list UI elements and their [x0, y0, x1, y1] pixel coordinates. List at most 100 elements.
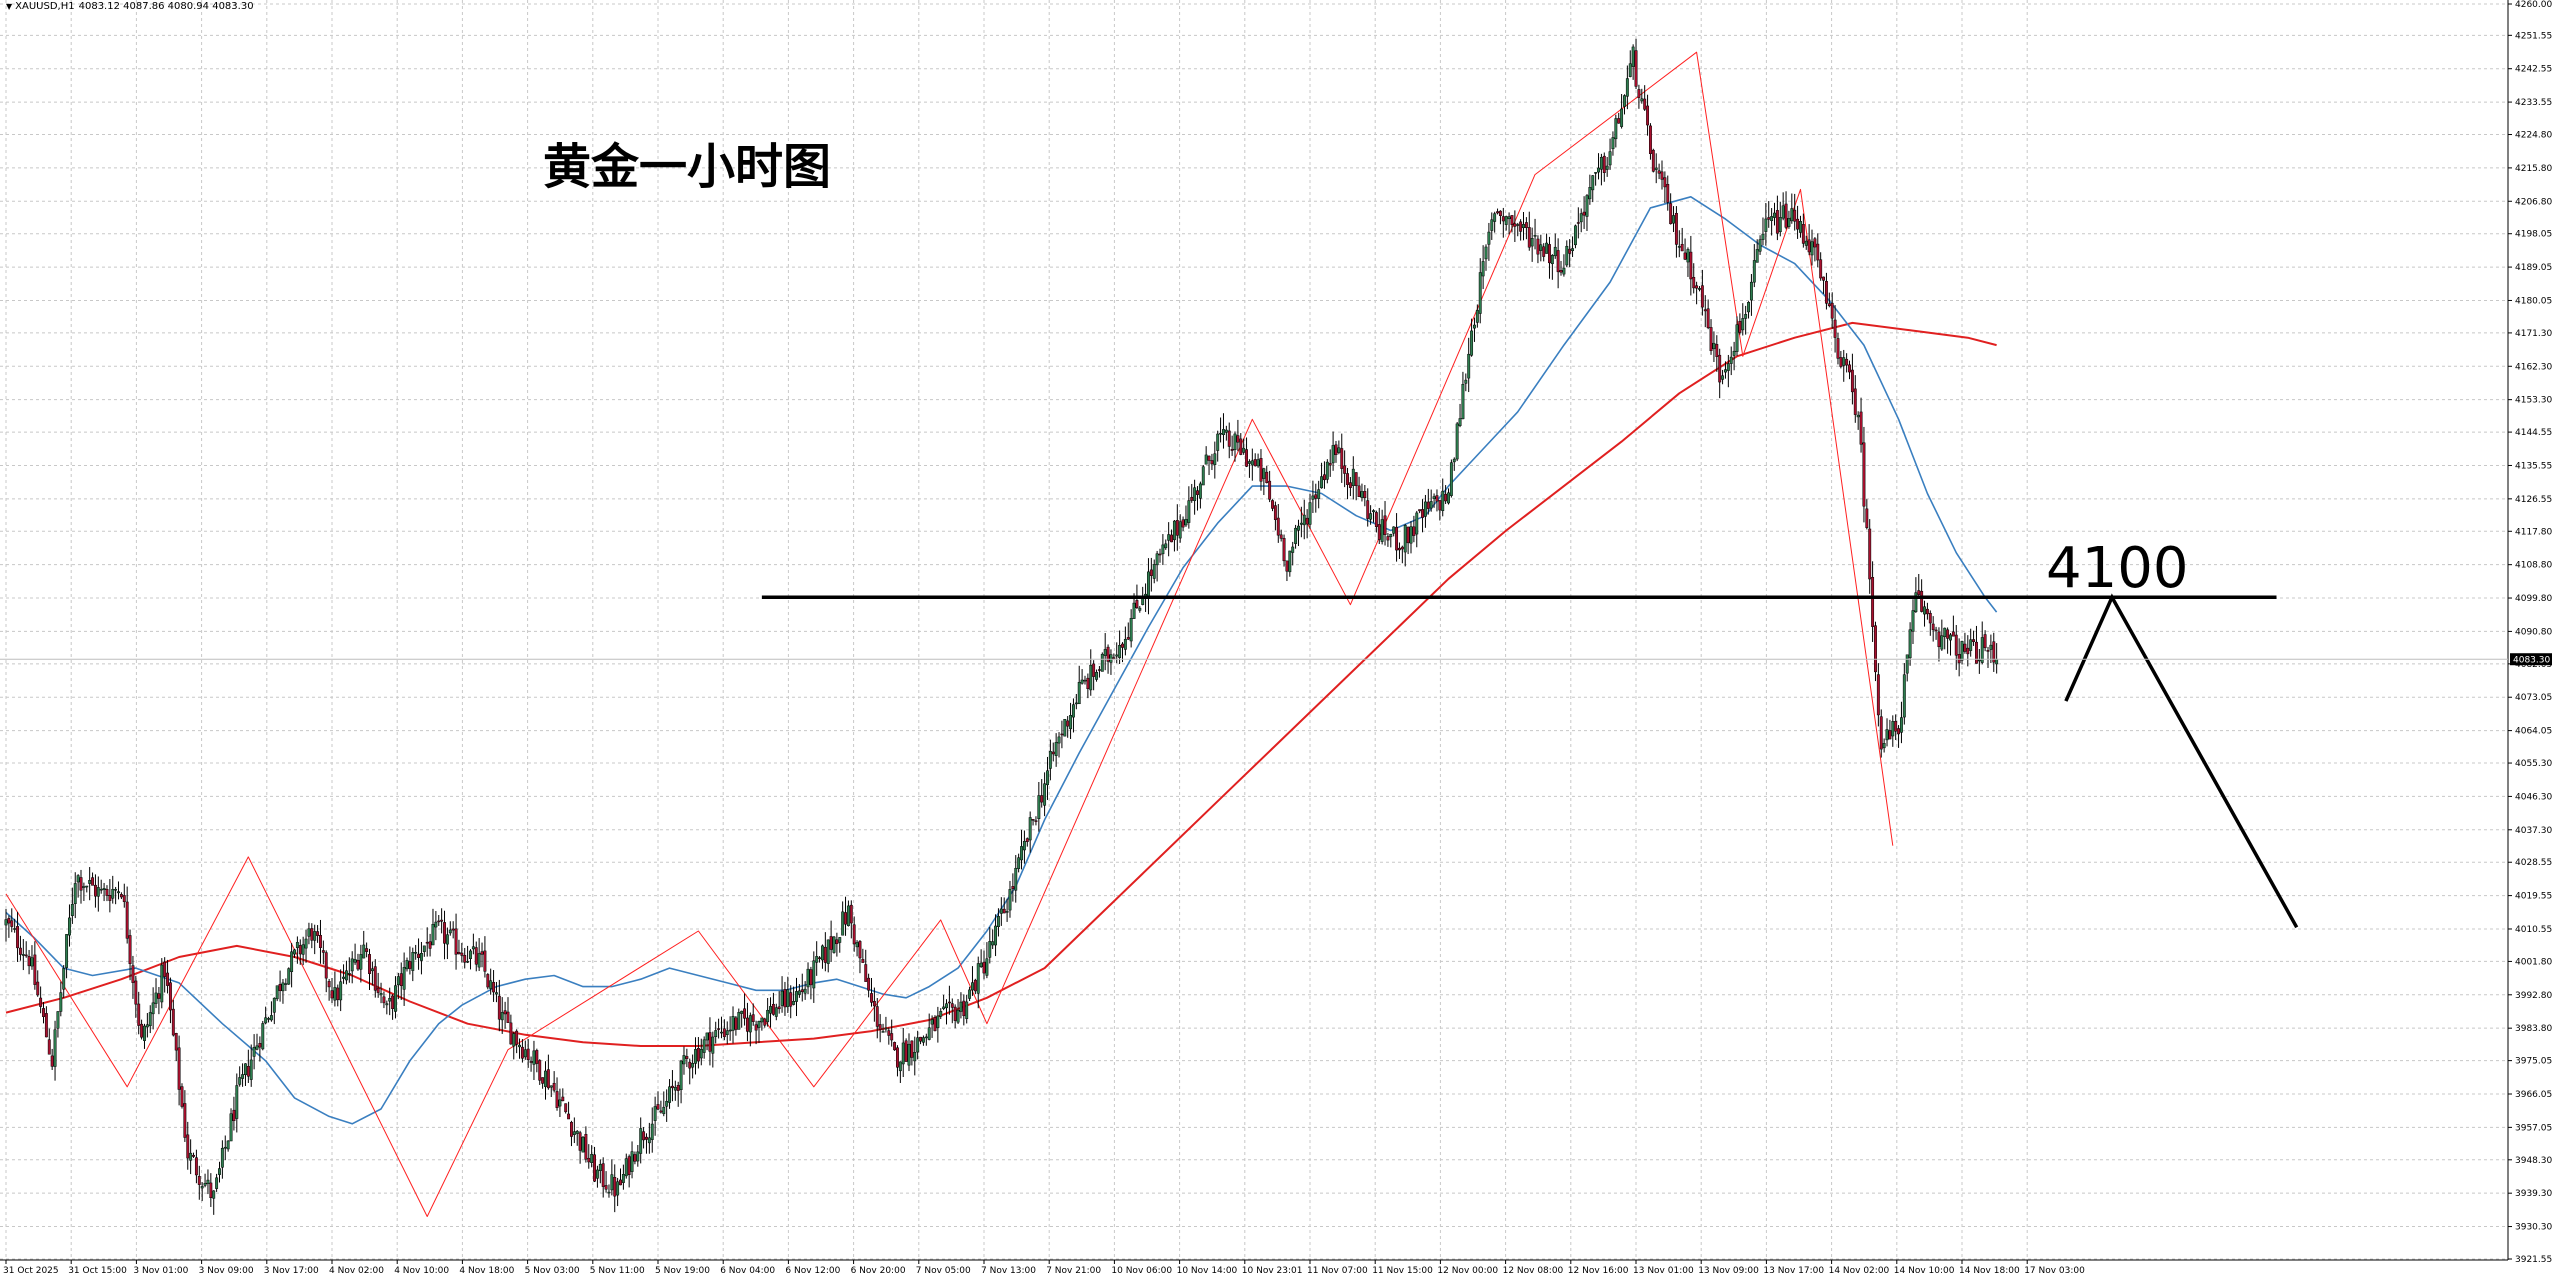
candle-bear: [688, 1061, 692, 1069]
candle-bear: [593, 1154, 596, 1182]
candle-bear: [391, 995, 395, 1009]
candle-bull: [1989, 644, 1993, 650]
candle-bull: [702, 1039, 706, 1053]
candle-bull: [1908, 629, 1912, 659]
x-tick-label: 11 Nov 07:00: [1307, 1266, 1368, 1276]
candle-bull: [255, 1045, 259, 1050]
candle-bull: [218, 1168, 221, 1175]
candle-bull: [1672, 215, 1675, 224]
candle-bear: [1190, 496, 1194, 501]
candle-bull: [477, 953, 481, 968]
candle-bear: [546, 1069, 550, 1089]
candle-bear: [1634, 50, 1638, 87]
candle-bull: [1072, 704, 1075, 718]
candle-bear: [872, 1000, 876, 1007]
candle-bull: [1155, 553, 1159, 566]
candle-bull: [714, 1030, 718, 1038]
candle-bear: [1181, 519, 1185, 528]
candle-bull: [1262, 468, 1266, 479]
candle-bear: [408, 961, 412, 969]
candle-bear: [1689, 251, 1693, 280]
candle-bull: [1074, 702, 1078, 705]
candle-bull: [691, 1063, 695, 1068]
candle-bear: [1542, 246, 1546, 257]
candle-bull: [1014, 867, 1018, 891]
candle-bear: [18, 947, 22, 955]
candle-bull: [1579, 213, 1583, 223]
candle-bull: [1452, 458, 1456, 463]
candle-bear: [174, 1033, 178, 1051]
candle-bull: [489, 980, 493, 989]
candle-bull: [1198, 483, 1202, 499]
candle-bull: [1891, 721, 1895, 737]
candlesticks: [4, 38, 1999, 1215]
candle-bull: [769, 1006, 772, 1014]
candle-bear: [1683, 252, 1687, 260]
y-tick-label: 3992.80: [2515, 991, 2552, 1001]
candle-bear: [209, 1182, 213, 1198]
candle-bear: [1801, 224, 1805, 244]
candle-bear: [119, 894, 123, 898]
candle-bull: [898, 1061, 902, 1072]
candle-bear: [1498, 210, 1502, 217]
candle-bull: [523, 1049, 527, 1058]
candle-bull: [1943, 627, 1947, 638]
candle-bull: [1360, 491, 1364, 498]
candle-bear: [1377, 524, 1381, 540]
candle-bull: [999, 908, 1003, 914]
collapse-triangle-icon[interactable]: ▼: [6, 2, 13, 11]
candle-bear: [324, 952, 328, 979]
candle-bear: [1992, 641, 1996, 663]
candle-bull: [471, 946, 475, 950]
candle-bull: [1297, 525, 1300, 531]
candle-bull: [720, 1031, 723, 1034]
candle-bull: [411, 952, 415, 971]
candle-bear: [526, 1048, 530, 1061]
candle-bear: [1827, 303, 1831, 307]
candle-bear: [1871, 577, 1875, 627]
candle-bull: [1201, 466, 1205, 486]
candle-bear: [186, 1134, 190, 1159]
candle-bull: [405, 960, 409, 970]
candle-bull: [62, 968, 66, 990]
candle-bull: [434, 921, 438, 928]
candle-bull: [774, 1007, 778, 1017]
candle-bear: [480, 951, 484, 955]
candle-bull: [293, 949, 296, 955]
candle-bull: [838, 937, 842, 943]
candle-bear: [1386, 536, 1390, 541]
candle-bull: [1247, 461, 1251, 464]
candle-bull: [154, 992, 158, 1004]
candle-bear: [454, 928, 458, 955]
candle-bear: [953, 1006, 957, 1021]
candle-bear: [376, 987, 380, 993]
candle-bull: [203, 1182, 207, 1186]
candle-bear: [1868, 528, 1872, 580]
candle-bull: [1882, 743, 1886, 749]
x-tick-label: 7 Nov 05:00: [916, 1266, 971, 1276]
candle-bear: [1879, 716, 1883, 750]
candle-bull: [1562, 267, 1566, 275]
candle-bear: [1822, 276, 1825, 281]
current-price-tag-text: 4083.30: [2513, 656, 2550, 666]
candle-bull: [760, 1017, 764, 1023]
candle-bear: [140, 1023, 144, 1038]
x-tick-label: 14 Nov 10:00: [1894, 1266, 1955, 1276]
x-tick-label: 13 Nov 09:00: [1698, 1266, 1759, 1276]
candle-bear: [1657, 170, 1661, 174]
candle-bear: [1897, 728, 1901, 735]
candle-bull: [1022, 841, 1026, 851]
candle-bull: [650, 1123, 654, 1140]
candle-bull: [500, 1012, 504, 1021]
candle-bull: [469, 950, 472, 959]
candle-bull: [1017, 857, 1021, 869]
candle-bear: [818, 957, 822, 959]
candle-bull: [1054, 742, 1058, 756]
candle-bull: [1470, 330, 1474, 356]
candle-bull: [907, 1043, 911, 1066]
candle-bull: [624, 1158, 628, 1177]
candle-bull: [1594, 172, 1598, 174]
projection-arrow-path[interactable]: [2064, 593, 2299, 929]
